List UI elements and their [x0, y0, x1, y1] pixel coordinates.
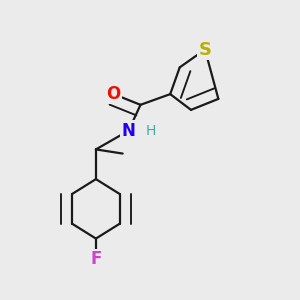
- Text: N: N: [122, 122, 136, 140]
- Text: H: H: [146, 124, 156, 138]
- Text: S: S: [199, 40, 212, 58]
- Text: F: F: [90, 250, 102, 268]
- Text: O: O: [106, 85, 121, 103]
